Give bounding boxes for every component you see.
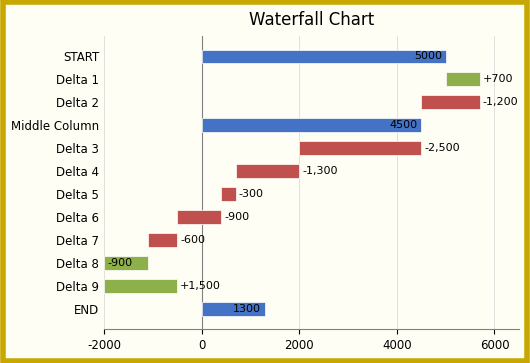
Text: -300: -300 xyxy=(239,189,264,199)
Bar xyxy=(202,49,446,63)
Text: 4500: 4500 xyxy=(389,120,418,130)
Title: Waterfall Chart: Waterfall Chart xyxy=(249,11,374,29)
Text: -900: -900 xyxy=(107,258,132,268)
Bar xyxy=(421,95,480,109)
Bar xyxy=(299,141,421,155)
Text: -900: -900 xyxy=(224,212,249,222)
Text: -1,200: -1,200 xyxy=(483,97,518,107)
Bar xyxy=(148,233,178,247)
Text: -1,300: -1,300 xyxy=(302,166,338,176)
Text: -600: -600 xyxy=(180,235,205,245)
Bar xyxy=(202,302,265,316)
Bar xyxy=(202,118,421,132)
Bar xyxy=(104,279,178,293)
Bar xyxy=(236,164,299,178)
Text: 1300: 1300 xyxy=(233,304,261,314)
Text: 5000: 5000 xyxy=(414,52,442,61)
Bar xyxy=(178,210,221,224)
Bar xyxy=(104,256,148,270)
Text: -2,500: -2,500 xyxy=(424,143,460,153)
Bar xyxy=(446,73,480,86)
Bar xyxy=(221,187,236,201)
Text: +1,500: +1,500 xyxy=(180,281,221,291)
Text: +700: +700 xyxy=(483,74,513,84)
